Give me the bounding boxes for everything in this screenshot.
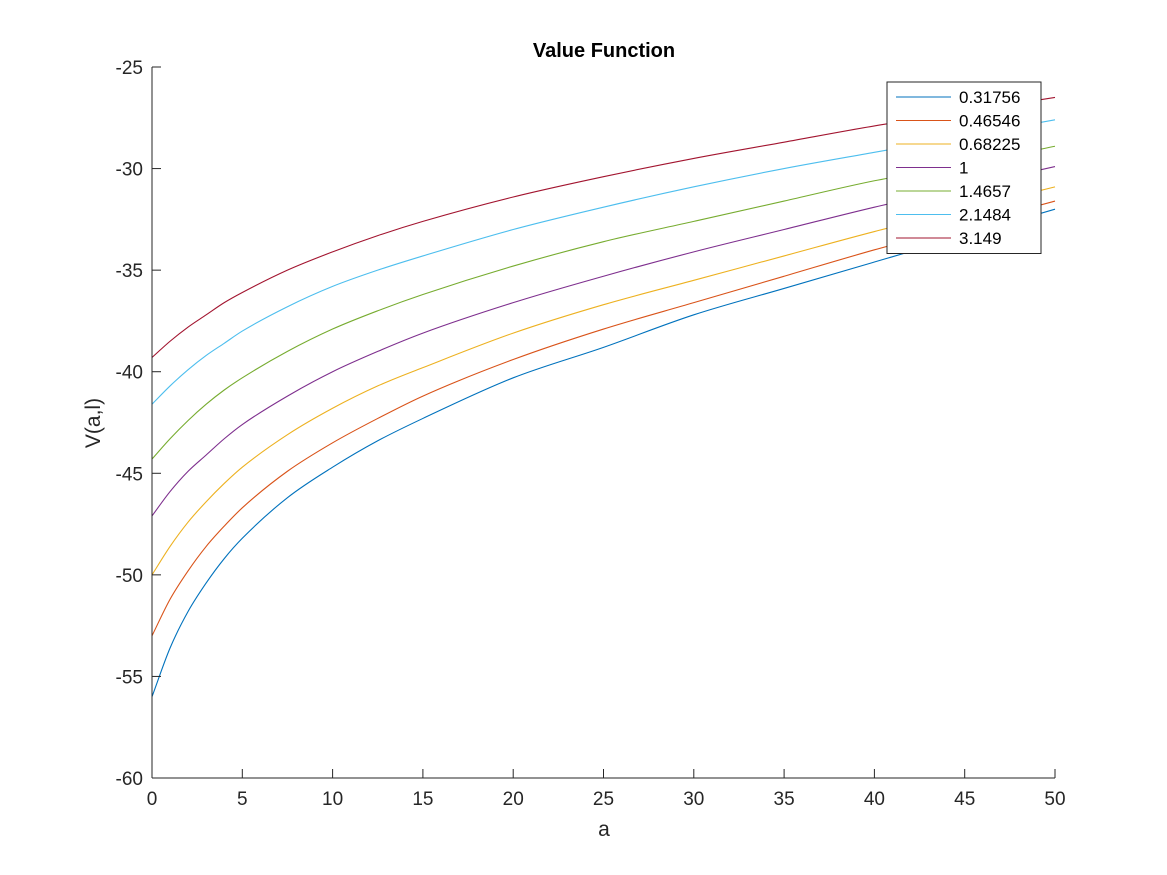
legend-label-1: 0.46546 [959,112,1020,131]
y-tick-label-6: -30 [116,160,143,181]
y-tick-label-3: -45 [116,464,143,485]
x-tick-label-7: 35 [774,789,795,810]
y-tick-label-2: -50 [116,566,143,587]
legend-label-3: 1 [959,159,968,178]
x-tick-label-2: 10 [322,789,343,810]
series-line-4 [151,145,1056,460]
x-tick-label-8: 40 [864,789,885,810]
series-line-6 [151,96,1056,358]
legend-label-2: 0.68225 [959,135,1020,154]
legend-label-6: 3.149 [959,229,1002,248]
series-line-2 [151,186,1056,576]
legend-label-0: 0.31756 [959,88,1020,107]
x-tick-label-4: 20 [503,789,524,810]
axes: 0 5 10 15 20 25 30 35 40 45 50 -60 -55 -50 -45 -40 -35 -3… [116,58,1066,810]
series-line-1 [151,200,1056,637]
x-tick-label-3: 15 [412,789,433,810]
legend-label-4: 1.4657 [959,182,1011,201]
y-tick-label-0: -60 [116,769,143,790]
legend[interactable]: 0.31756 0.46546 0.68225 1 1.4657 2.1484 3.149 [886,81,1042,254]
plot-lines [151,96,1056,697]
x-tick-label-5: 25 [593,789,614,810]
y-tick-label-4: -40 [116,363,143,384]
series-line-3 [151,166,1056,517]
y-tick-label-7: -25 [116,58,143,79]
legend-label-5: 2.1484 [959,206,1011,225]
x-axis-label: a [598,818,610,841]
series-line-0 [151,208,1056,697]
y-tick-label-1: -55 [116,667,143,688]
x-tick-label-0: 0 [147,789,158,810]
series-line-5 [151,119,1056,405]
chart-title: Value Function [533,40,675,62]
x-tick-label-6: 30 [683,789,704,810]
y-tick-label-5: -35 [116,261,143,282]
x-tick-label-1: 5 [237,789,248,810]
x-tick-label-10: 50 [1044,789,1065,810]
y-axis-label: V(a,l) [82,398,105,448]
x-tick-label-9: 45 [954,789,975,810]
